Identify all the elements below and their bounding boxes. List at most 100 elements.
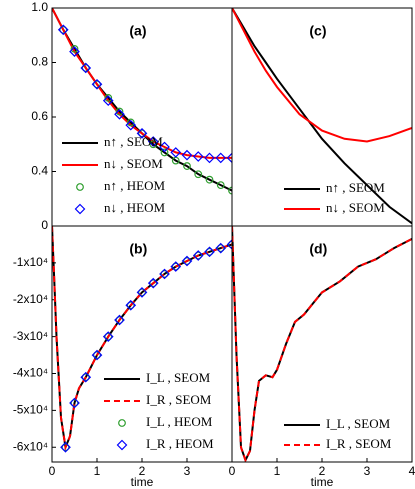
y-tick-label: -2x10⁴ xyxy=(13,292,48,306)
y-tick-label: 0.8 xyxy=(31,55,48,69)
x-tick-label: 0 xyxy=(49,464,56,478)
marker xyxy=(170,261,182,272)
marker xyxy=(102,95,114,106)
legend-label: n↑ , HEOM xyxy=(104,178,165,193)
legend-label: n↓ , SEOM xyxy=(104,156,163,171)
y-tick-label: -1x10⁴ xyxy=(13,255,48,269)
y-tick-label: -4x10⁴ xyxy=(13,366,48,380)
marker xyxy=(125,299,137,311)
marker xyxy=(70,44,79,53)
marker xyxy=(147,277,159,289)
series-line xyxy=(232,226,412,462)
marker xyxy=(204,246,215,258)
marker xyxy=(216,244,225,253)
series-line xyxy=(232,8,412,225)
marker xyxy=(91,78,103,90)
marker xyxy=(93,80,101,89)
marker xyxy=(115,107,124,116)
panel-label: (c) xyxy=(309,23,326,39)
marker xyxy=(160,148,169,157)
legend-label: n↑ , SEOM xyxy=(326,180,385,195)
marker xyxy=(138,129,146,138)
y-tick-label: 1.0 xyxy=(31,0,48,14)
x-tick-label: 0 xyxy=(229,464,236,478)
legend-label: n↑ , SEOM xyxy=(104,134,163,149)
marker xyxy=(215,242,227,254)
legend-label: I_L , SEOM xyxy=(146,370,211,385)
plot-frame xyxy=(231,7,413,227)
legend-label: I_R , SEOM xyxy=(326,436,392,451)
marker xyxy=(170,147,182,158)
marker xyxy=(204,152,215,164)
marker xyxy=(81,64,90,72)
marker xyxy=(159,141,170,153)
marker xyxy=(69,397,80,409)
y-tick-label: -6x10⁴ xyxy=(13,439,48,453)
marker xyxy=(104,332,113,341)
marker xyxy=(147,136,159,147)
legend-label: I_L , SEOM xyxy=(326,416,391,431)
marker xyxy=(194,251,203,260)
marker xyxy=(69,46,80,57)
plot-frame xyxy=(231,225,413,463)
marker xyxy=(114,108,125,120)
marker xyxy=(91,349,103,361)
y-tick-label: -5x10⁴ xyxy=(13,403,48,417)
marker xyxy=(183,257,191,265)
panel-label: (d) xyxy=(309,241,327,257)
marker xyxy=(216,181,225,190)
x-tick-label: 3 xyxy=(184,464,191,478)
legend-label: n↓ , HEOM xyxy=(104,200,165,215)
marker xyxy=(125,119,137,131)
marker xyxy=(70,399,79,407)
x-tick-label: 1 xyxy=(94,464,101,478)
legend-label: I_L , HEOM xyxy=(146,414,213,429)
marker xyxy=(57,24,69,36)
marker xyxy=(61,443,70,452)
marker xyxy=(80,371,92,383)
marker xyxy=(115,316,124,324)
y-tick-label: 0.6 xyxy=(31,109,48,123)
marker xyxy=(181,255,193,267)
marker xyxy=(138,288,146,297)
panel-label: (b) xyxy=(129,241,147,257)
marker xyxy=(171,262,180,271)
marker xyxy=(181,149,193,161)
marker xyxy=(104,94,113,102)
marker xyxy=(93,351,101,359)
legend-label: I_R , SEOM xyxy=(146,392,212,407)
y-tick-label: 0.4 xyxy=(31,164,48,178)
marker xyxy=(194,170,203,179)
series-line xyxy=(232,8,412,143)
x-tick-label: 2 xyxy=(139,464,146,478)
y-tick-label: 0 xyxy=(41,218,48,232)
marker xyxy=(81,373,90,382)
series-line xyxy=(52,226,232,452)
x-tick-label: 2 xyxy=(319,464,326,478)
marker xyxy=(59,25,68,34)
panel-label: (a) xyxy=(129,23,146,39)
marker xyxy=(136,128,148,139)
marker xyxy=(205,175,214,184)
marker xyxy=(60,441,71,453)
legend-marker xyxy=(76,183,84,191)
marker xyxy=(159,268,170,280)
marker xyxy=(80,62,92,74)
marker xyxy=(226,152,232,164)
marker xyxy=(136,287,148,298)
legend-marker xyxy=(74,203,86,215)
plot-frame xyxy=(51,7,233,227)
y-tick-label: -3x10⁴ xyxy=(13,329,48,343)
marker xyxy=(183,162,191,170)
x-axis-label: time xyxy=(131,475,154,489)
x-axis-label: time xyxy=(311,475,334,489)
marker xyxy=(126,118,135,127)
legend-label: I_R , HEOM xyxy=(146,436,214,451)
marker xyxy=(192,151,204,162)
marker xyxy=(205,247,214,256)
marker xyxy=(149,140,158,149)
legend-label: n↓ , SEOM xyxy=(326,200,385,215)
marker xyxy=(160,270,169,278)
